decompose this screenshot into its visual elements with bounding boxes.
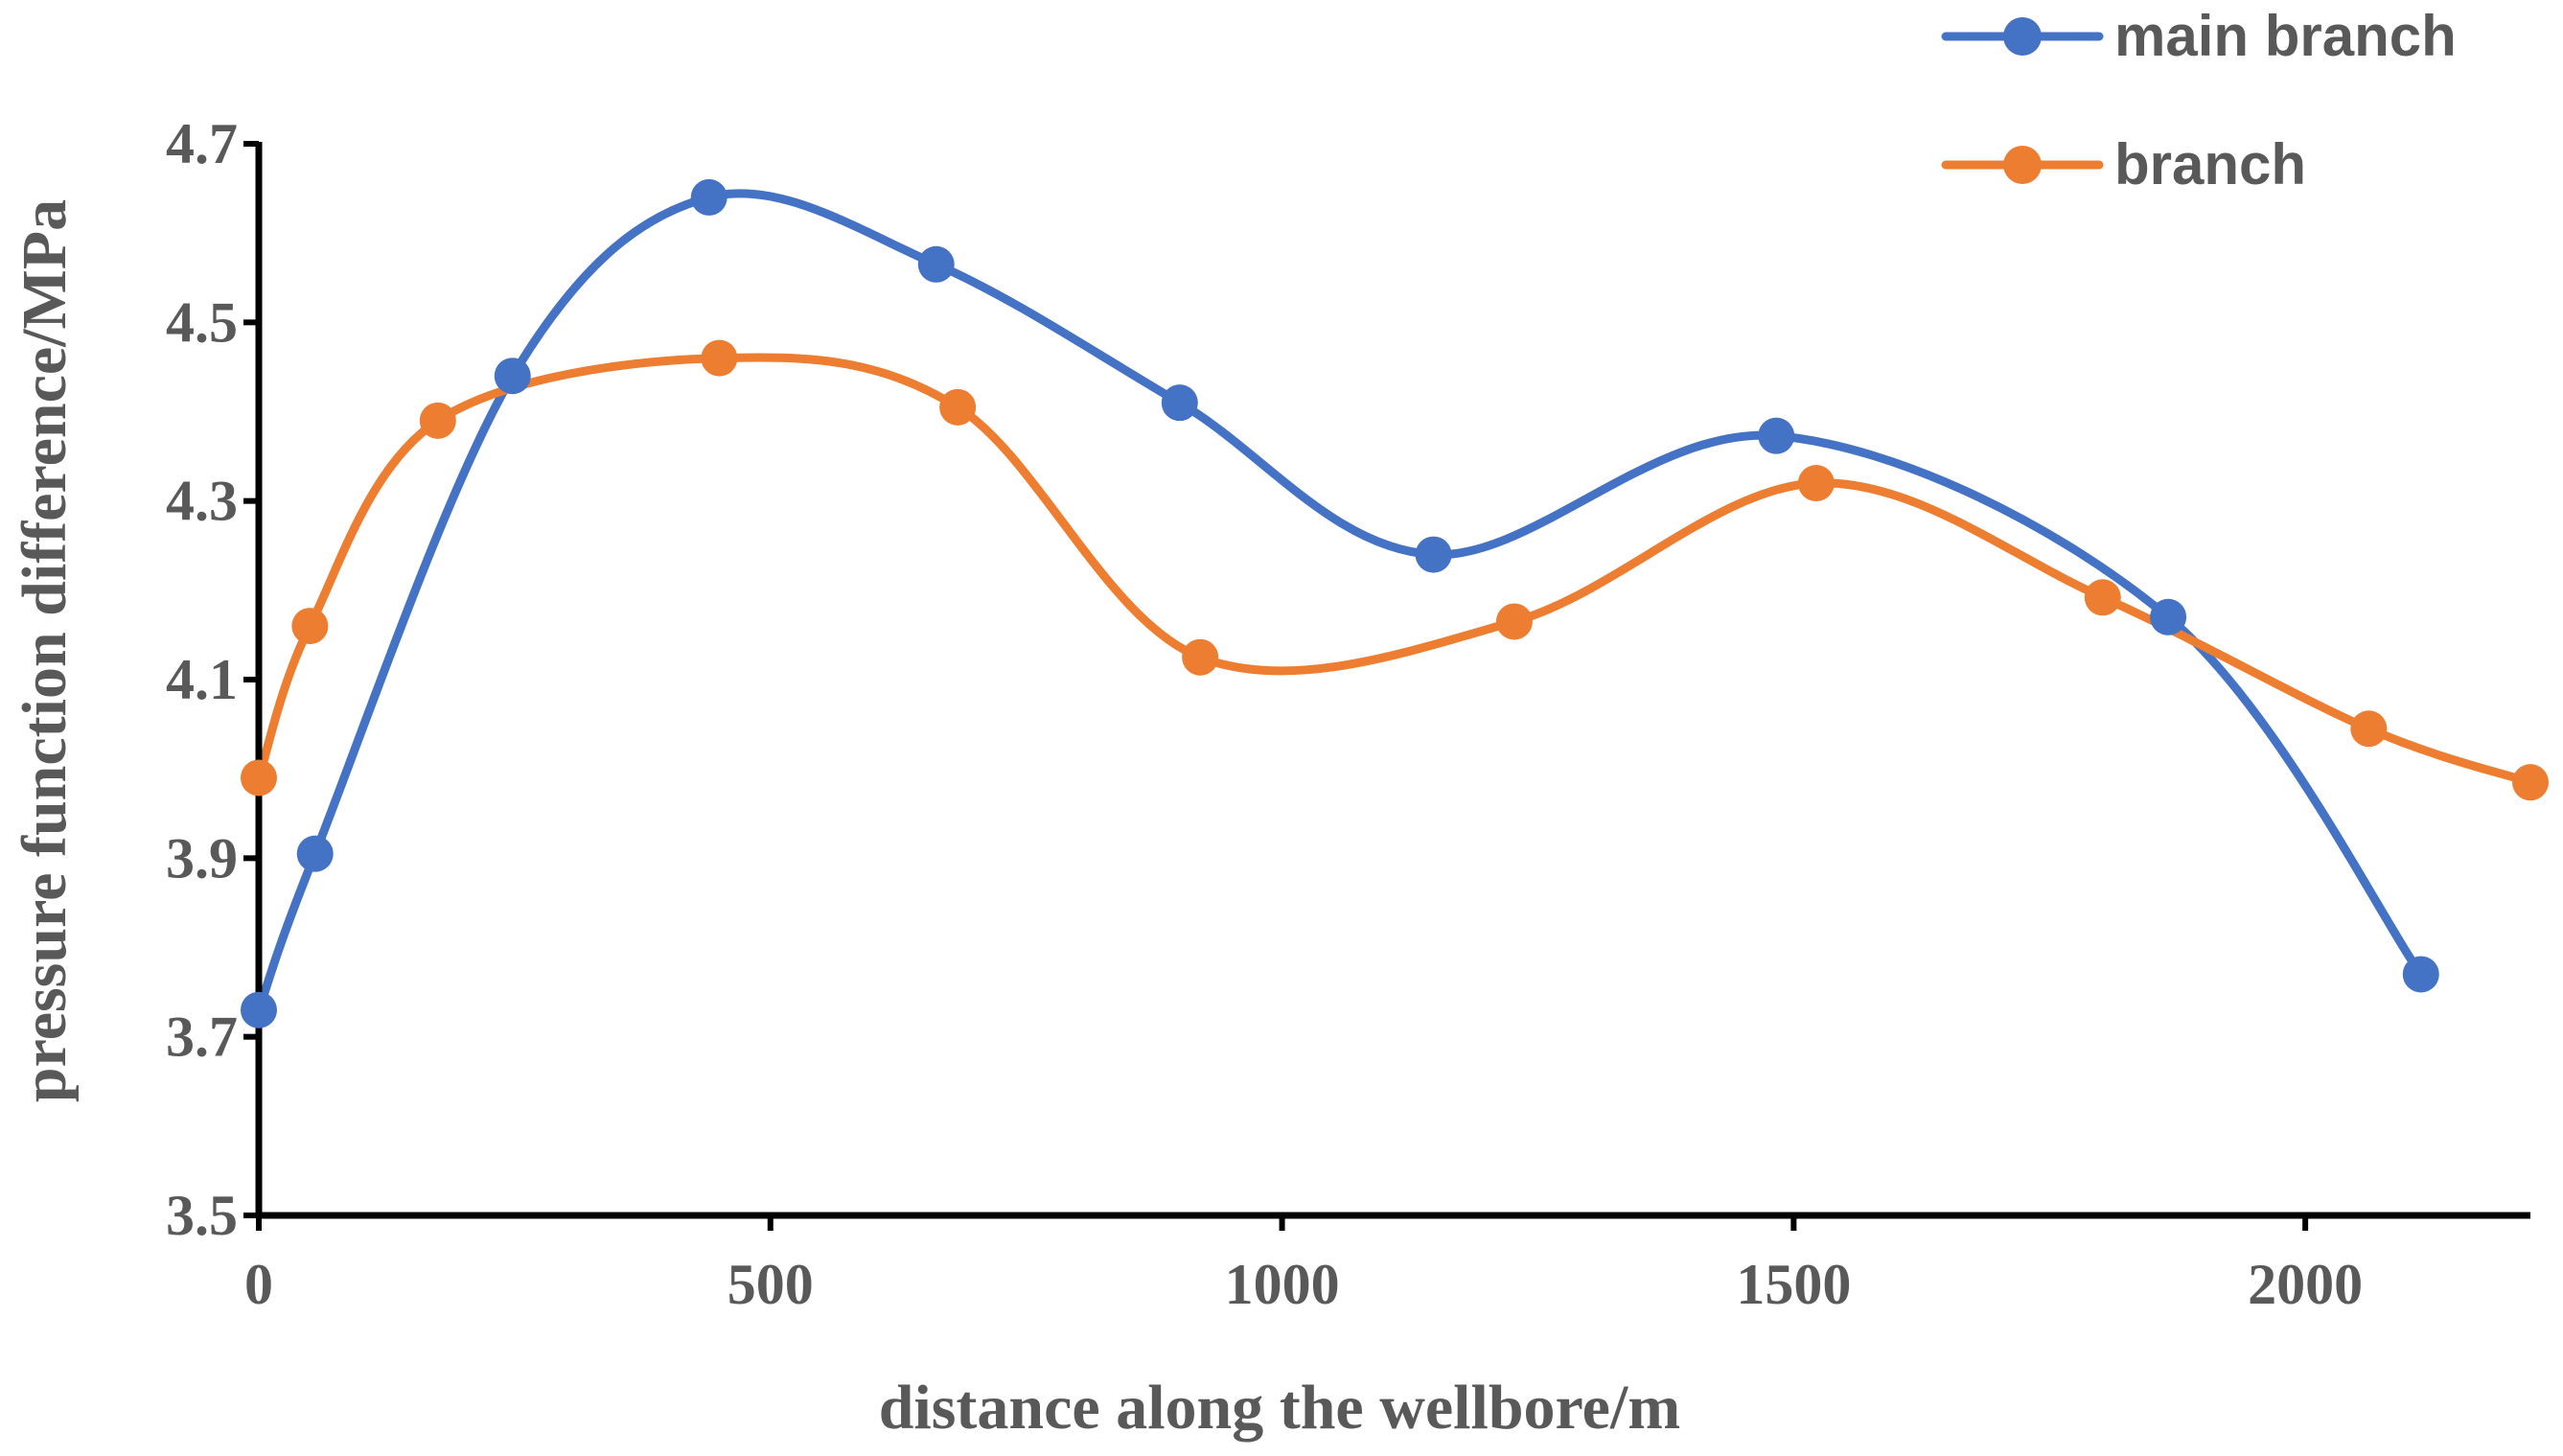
- y-tick-label: 4.3: [166, 470, 238, 533]
- data-point-branch: [2512, 764, 2549, 801]
- y-tick-label: 3.7: [166, 1005, 238, 1069]
- y-tick-label: 3.9: [166, 826, 238, 890]
- data-point-main-branch: [1758, 417, 1795, 454]
- y-tick-label: 3.5: [166, 1184, 238, 1247]
- x-tick-label: 2000: [2248, 1253, 2363, 1316]
- points-layer: [241, 178, 2549, 1028]
- y-tick-label: 4.1: [166, 648, 238, 711]
- x-axis-title: distance along the wellbore/m: [879, 1373, 1681, 1443]
- x-tick-label: 1000: [1225, 1253, 1340, 1316]
- x-tick-label: 0: [244, 1253, 273, 1316]
- axes-layer: [255, 142, 2530, 1219]
- data-point-branch: [2350, 710, 2388, 748]
- data-point-main-branch: [2402, 956, 2439, 993]
- data-point-branch: [241, 759, 277, 797]
- x-tick-label: 1500: [1736, 1253, 1851, 1316]
- data-point-branch: [939, 388, 977, 426]
- series-line-branch: [254, 353, 2535, 787]
- data-point-branch: [419, 402, 456, 439]
- ticks-layer: 3.5 3.7 3.9 4.1 4.3 4.5 4.7 0 500 1000 1500 2000: [166, 112, 2363, 1316]
- data-point-main-branch: [2150, 598, 2187, 636]
- data-point-main-branch: [241, 991, 277, 1028]
- legend-item-main-branch: main branch: [1941, 4, 2457, 68]
- series-layer: [254, 189, 2535, 1015]
- data-point-branch: [701, 339, 738, 377]
- legend-label: main branch: [2114, 4, 2457, 68]
- y-tick-label: 4.5: [166, 290, 238, 354]
- legend-swatch-marker: [2003, 17, 2042, 56]
- data-point-branch: [291, 608, 329, 645]
- data-point-main-branch: [917, 245, 955, 283]
- y-axis-title: pressure function difference/MPa: [10, 199, 80, 1102]
- legend-swatch-marker: [2003, 146, 2042, 184]
- data-point-branch: [1495, 603, 1533, 640]
- legend: main branch branch: [1941, 4, 2457, 196]
- data-point-branch: [2084, 579, 2121, 616]
- data-point-main-branch: [494, 358, 531, 395]
- data-point-main-branch: [690, 178, 727, 216]
- data-point-main-branch: [296, 835, 334, 872]
- data-point-branch: [1797, 465, 1835, 502]
- series-line-main-branch: [254, 189, 2426, 1015]
- legend-item-branch: branch: [1941, 132, 2306, 196]
- data-point-branch: [1182, 638, 1219, 676]
- data-point-main-branch: [1415, 536, 1452, 573]
- data-point-main-branch: [1161, 384, 1198, 422]
- legend-label: branch: [2114, 132, 2306, 196]
- y-tick-label: 4.7: [166, 112, 238, 175]
- x-tick-label: 500: [727, 1253, 814, 1316]
